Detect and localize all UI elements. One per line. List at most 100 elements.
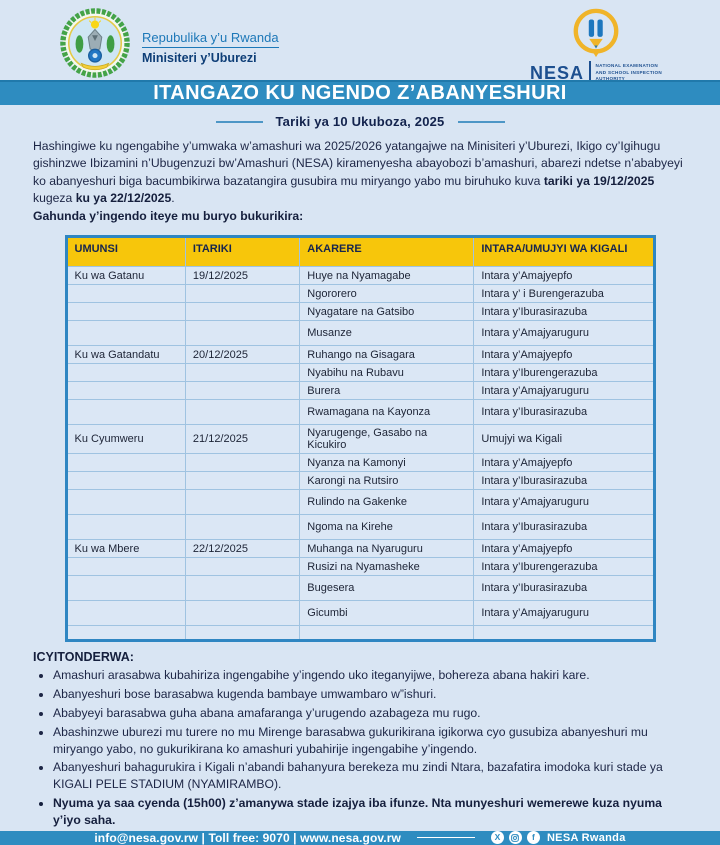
footer-bar: info@nesa.gov.rw | Toll free: 9070 | www… <box>0 830 720 845</box>
cell-province: Intara y’Amajyepfo <box>473 539 655 559</box>
cell-date <box>184 471 301 491</box>
announcement-date: Tariki ya 10 Ukuboza, 2025 <box>275 114 445 129</box>
nesa-divider <box>589 61 591 85</box>
intro-text: Hashingiwe ku ngengabihe y’umwaka w’amas… <box>33 139 683 188</box>
government-identity: Repubulika y’u Rwanda Minisiteri y’Ubure… <box>60 8 279 78</box>
note-item: Abashinzwe uburezi mu turere no mu Miren… <box>53 724 687 758</box>
table-row: Burera Intara y’Amajyaruguru <box>65 381 655 401</box>
table-row: Ngoma na Kirehe Intara y’Iburasirazuba <box>65 514 655 541</box>
instagram-icon <box>508 831 522 845</box>
cell-date <box>184 284 301 304</box>
nesa-identity: NESA NATIONAL EXAMINATION AND SCHOOL INS… <box>530 8 662 85</box>
cell-district: Nyabihu na Rubavu <box>299 363 475 383</box>
note-item: Amashuri arasabwa kubahiriza ingengabihe… <box>53 667 687 684</box>
cell-date <box>184 381 301 401</box>
travel-schedule-table: UMUNSI ITARIKI AKARERE INTARA/UMUJYI WA KIG… <box>64 235 656 643</box>
cell-date <box>184 302 301 322</box>
cell-day <box>65 514 186 541</box>
cell-day: Ku Cyumweru <box>65 424 186 455</box>
cell-province: Intara y’Amajyepfo <box>473 266 655 286</box>
cell-province: Intara y’Iburasirazuba <box>473 399 655 426</box>
facebook-icon: f <box>526 831 540 845</box>
cell-date <box>184 453 301 473</box>
nesa-full-line: NATIONAL EXAMINATION <box>595 62 658 68</box>
footer-contact-info: info@nesa.gov.rw | Toll free: 9070 | www… <box>94 830 401 845</box>
cell-district: Ruhango na Gisagara <box>299 345 475 365</box>
cell-day <box>65 600 186 627</box>
ministry-title-block: Repubulika y’u Rwanda Minisiteri y’Ubure… <box>142 21 279 65</box>
table-row: Rusizi na Nyamasheke Intara y’Iburengeraz… <box>65 557 655 577</box>
cell-day <box>65 284 186 304</box>
cell-district: Nyarugenge, Gasabo na Kicukiro <box>299 424 475 455</box>
cell-province: Intara y’Iburasirazuba <box>473 514 655 541</box>
cell-province: Umujyi wa Kigali <box>473 424 655 455</box>
date-rule-left <box>215 120 263 123</box>
notes-section: ICYITONDERWA: Amashuri arasabwa kubahiri… <box>33 650 687 830</box>
nesa-acronym-label: NESA <box>530 62 585 83</box>
intro-paragraph: Hashingiwe ku ngengabihe y’umwaka w’amas… <box>33 138 687 225</box>
cell-district: Nyagatare na Gatsibo <box>299 302 475 322</box>
cell-district: Rwamagana na Kayonza <box>299 399 475 426</box>
cell-province: Intara y’Amajyaruguru <box>473 381 655 401</box>
column-header: ITARIKI <box>184 236 301 268</box>
cell-day <box>65 471 186 491</box>
cell-district: Ngoma na Kirehe <box>299 514 475 541</box>
cell-district: Rusizi na Nyamasheke <box>299 557 475 577</box>
social-links: X f NESA Rwanda <box>490 831 626 845</box>
table-row <box>65 625 655 642</box>
note-item: Abanyeshuri bose barasabwa kugenda bamba… <box>53 686 687 703</box>
cell-date <box>184 399 301 426</box>
cell-province: Intara y’Amajyaruguru <box>473 600 655 627</box>
cell-province: Intara y’Iburasirazuba <box>473 471 655 491</box>
cell-date <box>184 363 301 383</box>
cell-province: Intara y’Amajyepfo <box>473 453 655 473</box>
cell-date <box>184 575 301 602</box>
cell-date: 20/12/2025 <box>184 345 301 365</box>
cell-district: Ngororero <box>299 284 475 304</box>
table-row: Musanze Intara y’Amajyaruguru <box>65 320 655 347</box>
cell-province: Intara y’Amajyepfo <box>473 345 655 365</box>
table-row: Rwamagana na Kayonza Intara y’Iburasirazu… <box>65 399 655 426</box>
table-row: Ngororero Intara y’ i Burengerazuba <box>65 284 655 304</box>
cell-province: Intara y’Amajyaruguru <box>473 320 655 347</box>
travel-schedule-table-wrap: UMUNSI ITARIKI AKARERE INTARA/UMUJYI WA KIG… <box>64 235 656 643</box>
nesa-full-line: AUTHORITY <box>595 76 626 82</box>
cell-date <box>184 489 301 516</box>
cell-province <box>473 625 655 642</box>
announcement-banner: ITANGAZO KU NGENDO Z’ABANYESHURI <box>0 80 720 105</box>
table-body: Ku wa Gatanu 19/12/2025 Huye na Nyamagabe I… <box>65 266 655 642</box>
cell-district: Rulindo na Gakenke <box>299 489 475 516</box>
schedule-lead-line: Gahunda y’ingendo iteye mu buryo bukurik… <box>33 208 304 223</box>
cell-day <box>65 489 186 516</box>
cell-day <box>65 302 186 322</box>
cell-district: Gicumbi <box>299 600 475 627</box>
cell-district <box>299 625 475 642</box>
note-item: Nyuma ya saa cyenda (15h00) z’amanywa st… <box>53 795 687 829</box>
table-row: Karongi na Rutsiro Intara y’Iburasirazuba <box>65 471 655 491</box>
notes-list: Amashuri arasabwa kubahiriza ingengabihe… <box>53 667 687 828</box>
end-date-emphasis: ku ya 22/12/2025 <box>75 191 172 206</box>
cell-province: Intara y’Amajyaruguru <box>473 489 655 516</box>
cell-day <box>65 557 186 577</box>
table-row: Nyanza na Kamonyi Intara y’Amajyepfo <box>65 453 655 473</box>
table-row: Ku wa Gatandatu 20/12/2025 Ruhango na Gisa… <box>65 345 655 365</box>
cell-day <box>65 320 186 347</box>
column-header: AKARERE <box>299 236 475 268</box>
cell-province: Intara y’Iburasirazuba <box>473 302 655 322</box>
cell-date <box>184 625 301 642</box>
cell-district: Nyanza na Kamonyi <box>299 453 475 473</box>
cell-day <box>65 399 186 426</box>
date-rule-right <box>457 120 505 123</box>
intro-text: kugeza <box>33 191 76 206</box>
cell-district: Karongi na Rutsiro <box>299 471 475 491</box>
cell-district: Huye na Nyamagabe <box>299 266 475 286</box>
nesa-logo <box>573 8 619 58</box>
table-row: Ku Cyumweru 21/12/2025 Nyarugenge, Gasabo … <box>65 424 655 455</box>
cell-day <box>65 381 186 401</box>
cell-province: Intara y’Iburengerazuba <box>473 557 655 577</box>
table-row: Bugesera Intara y’Iburasirazuba <box>65 575 655 602</box>
column-header: UMUNSI <box>65 236 186 268</box>
cell-day <box>65 363 186 383</box>
table-row: Ku wa Mbere 22/12/2025 Muhanga na Nyarugur… <box>65 539 655 559</box>
republic-label: Repubulika y’u Rwanda <box>142 30 279 48</box>
